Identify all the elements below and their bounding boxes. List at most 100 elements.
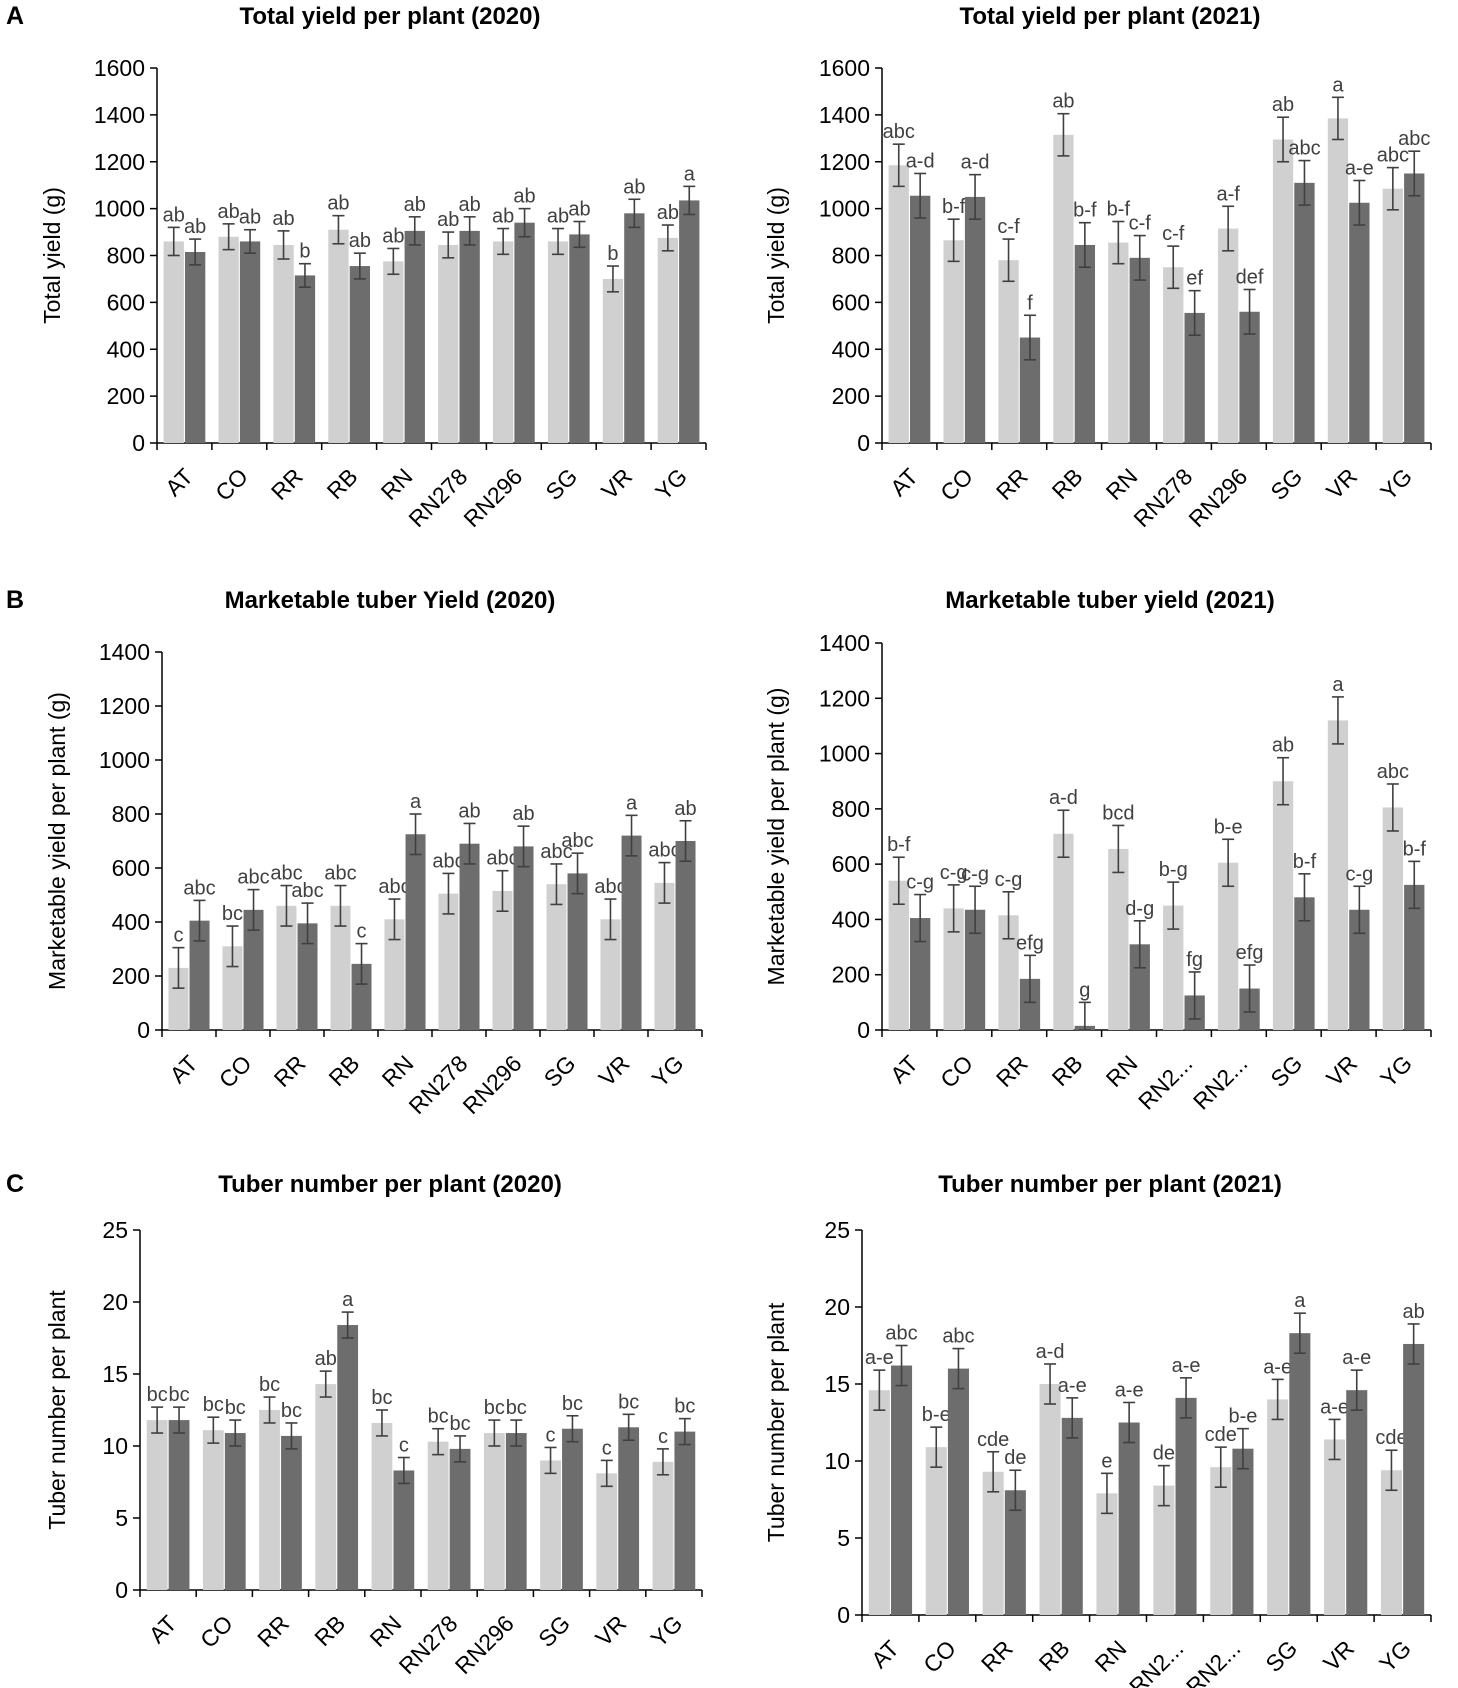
category-label: RN <box>365 1610 407 1652</box>
significance-label: c <box>357 921 367 943</box>
significance-label: b-e <box>922 1404 951 1426</box>
bar-light-10 <box>652 1461 674 1590</box>
significance-label: ab <box>547 206 569 228</box>
category-label: RB <box>1047 463 1088 504</box>
bar-light-7 <box>1210 1467 1232 1615</box>
bar-light-2 <box>202 1430 224 1590</box>
category-label: RR <box>269 1050 311 1092</box>
bar-light-10 <box>657 237 679 443</box>
category-label: RN278 <box>394 1610 463 1679</box>
bar-light-1 <box>888 880 909 1030</box>
category-label: CO <box>210 463 253 506</box>
bar-light-1 <box>868 1390 890 1615</box>
bar-light-4 <box>1039 1384 1061 1615</box>
bar-light-4 <box>1053 134 1074 443</box>
chart-panel-2: Total yield per plant (2021) 0 200 400 600 80… <box>763 3 1432 532</box>
significance-label: ab <box>327 193 349 215</box>
significance-label: ab <box>1052 91 1074 113</box>
bar-light-10 <box>1380 1470 1402 1615</box>
bar-light-9 <box>1327 118 1349 443</box>
significance-label: c-f <box>997 216 1020 238</box>
bar-light-2 <box>925 1447 947 1615</box>
bar-dark-10 <box>675 841 696 1030</box>
significance-label: e <box>1101 1450 1112 1472</box>
bar-dark-8 <box>569 234 590 443</box>
significance-label: ab <box>1272 94 1294 116</box>
y-tick-label: 600 <box>112 855 150 881</box>
significance-label: abc <box>183 877 215 899</box>
bar-dark-6 <box>449 1448 471 1590</box>
y-tick-label: 0 <box>857 1017 870 1043</box>
y-tick-label: 1600 <box>819 55 870 81</box>
bar-dark-1 <box>909 195 931 443</box>
category-label: RN <box>1101 1050 1143 1092</box>
chart-panel-4: Marketable tuber yield (2021) 0 200 400 600 8… <box>763 587 1432 1115</box>
significance-label: ab <box>492 206 514 228</box>
bar-dark-8 <box>567 873 588 1030</box>
bar-dark-8 <box>1294 897 1315 1030</box>
significance-label: c-g <box>906 872 934 894</box>
bar-light-4 <box>1053 833 1074 1030</box>
bar-dark-9 <box>1349 202 1370 443</box>
bar-light-5 <box>384 919 405 1030</box>
significance-label: cde <box>977 1429 1009 1451</box>
significance-label: de <box>1004 1447 1026 1469</box>
y-tick-label: 20 <box>824 1294 850 1320</box>
y-tick-label: 800 <box>107 243 145 269</box>
category-label: VR <box>1321 1050 1362 1091</box>
category-label: YG <box>647 1050 689 1092</box>
significance-label: abc <box>324 863 356 885</box>
bar-dark-5 <box>1129 944 1150 1030</box>
bar-dark-2 <box>964 909 986 1030</box>
significance-label: bc <box>562 1393 583 1415</box>
category-label: RN278 <box>1128 463 1197 532</box>
significance-label: bc <box>203 1394 224 1416</box>
category-label: AT <box>885 1050 923 1088</box>
category-label: AT <box>160 463 198 501</box>
significance-label: ab <box>437 209 459 231</box>
bar-dark-1 <box>168 1420 190 1590</box>
category-label: RN296 <box>1183 463 1252 532</box>
y-tick-label: 5 <box>115 1505 128 1531</box>
y-tick-label: 1400 <box>819 102 870 128</box>
bar-dark-3 <box>297 923 318 1030</box>
significance-label: c-f <box>1162 223 1185 245</box>
category-label: RB <box>1034 1635 1075 1676</box>
y-axis-title: Tuber number per plant <box>763 1302 789 1542</box>
significance-label: ab <box>349 230 371 252</box>
bar-dark-4 <box>349 266 371 443</box>
bar-dark-1 <box>184 251 206 443</box>
bar-light-9 <box>1327 720 1349 1030</box>
significance-label: a-e <box>1342 1347 1371 1369</box>
category-label: CO <box>214 1050 257 1093</box>
category-label: RN2... <box>1188 1050 1252 1114</box>
significance-label: ab <box>315 1348 337 1370</box>
significance-label: f <box>1027 292 1033 314</box>
y-tick-label: 1200 <box>819 685 870 711</box>
significance-label: ef <box>1186 268 1203 290</box>
bar-light-9 <box>1324 1439 1346 1615</box>
significance-label: bc <box>618 1391 639 1413</box>
category-label: RR <box>252 1610 294 1652</box>
significance-label: c <box>602 1437 612 1459</box>
significance-label: ab <box>272 208 294 230</box>
category-label: RB <box>309 1610 350 1651</box>
bar-light-3 <box>998 915 1019 1030</box>
y-axis-title: Total yield (g) <box>39 187 65 324</box>
category-label: RN <box>376 463 418 505</box>
significance-label: b-f <box>1107 199 1131 221</box>
bar-light-8 <box>1272 139 1294 443</box>
y-tick-label: 0 <box>132 430 145 456</box>
bar-dark-2 <box>947 1368 969 1615</box>
significance-label: abc <box>540 841 572 863</box>
y-tick-label: 800 <box>832 796 870 822</box>
significance-label: a-e <box>1345 158 1374 180</box>
bar-dark-4 <box>1074 244 1096 443</box>
significance-label: ab <box>674 798 696 820</box>
bar-light-9 <box>596 1473 618 1590</box>
significance-label: bc <box>281 1400 302 1422</box>
bar-dark-10 <box>679 200 700 443</box>
significance-label: b-f <box>1293 851 1317 873</box>
significance-label: a-e <box>865 1347 894 1369</box>
category-label: CO <box>935 463 978 506</box>
